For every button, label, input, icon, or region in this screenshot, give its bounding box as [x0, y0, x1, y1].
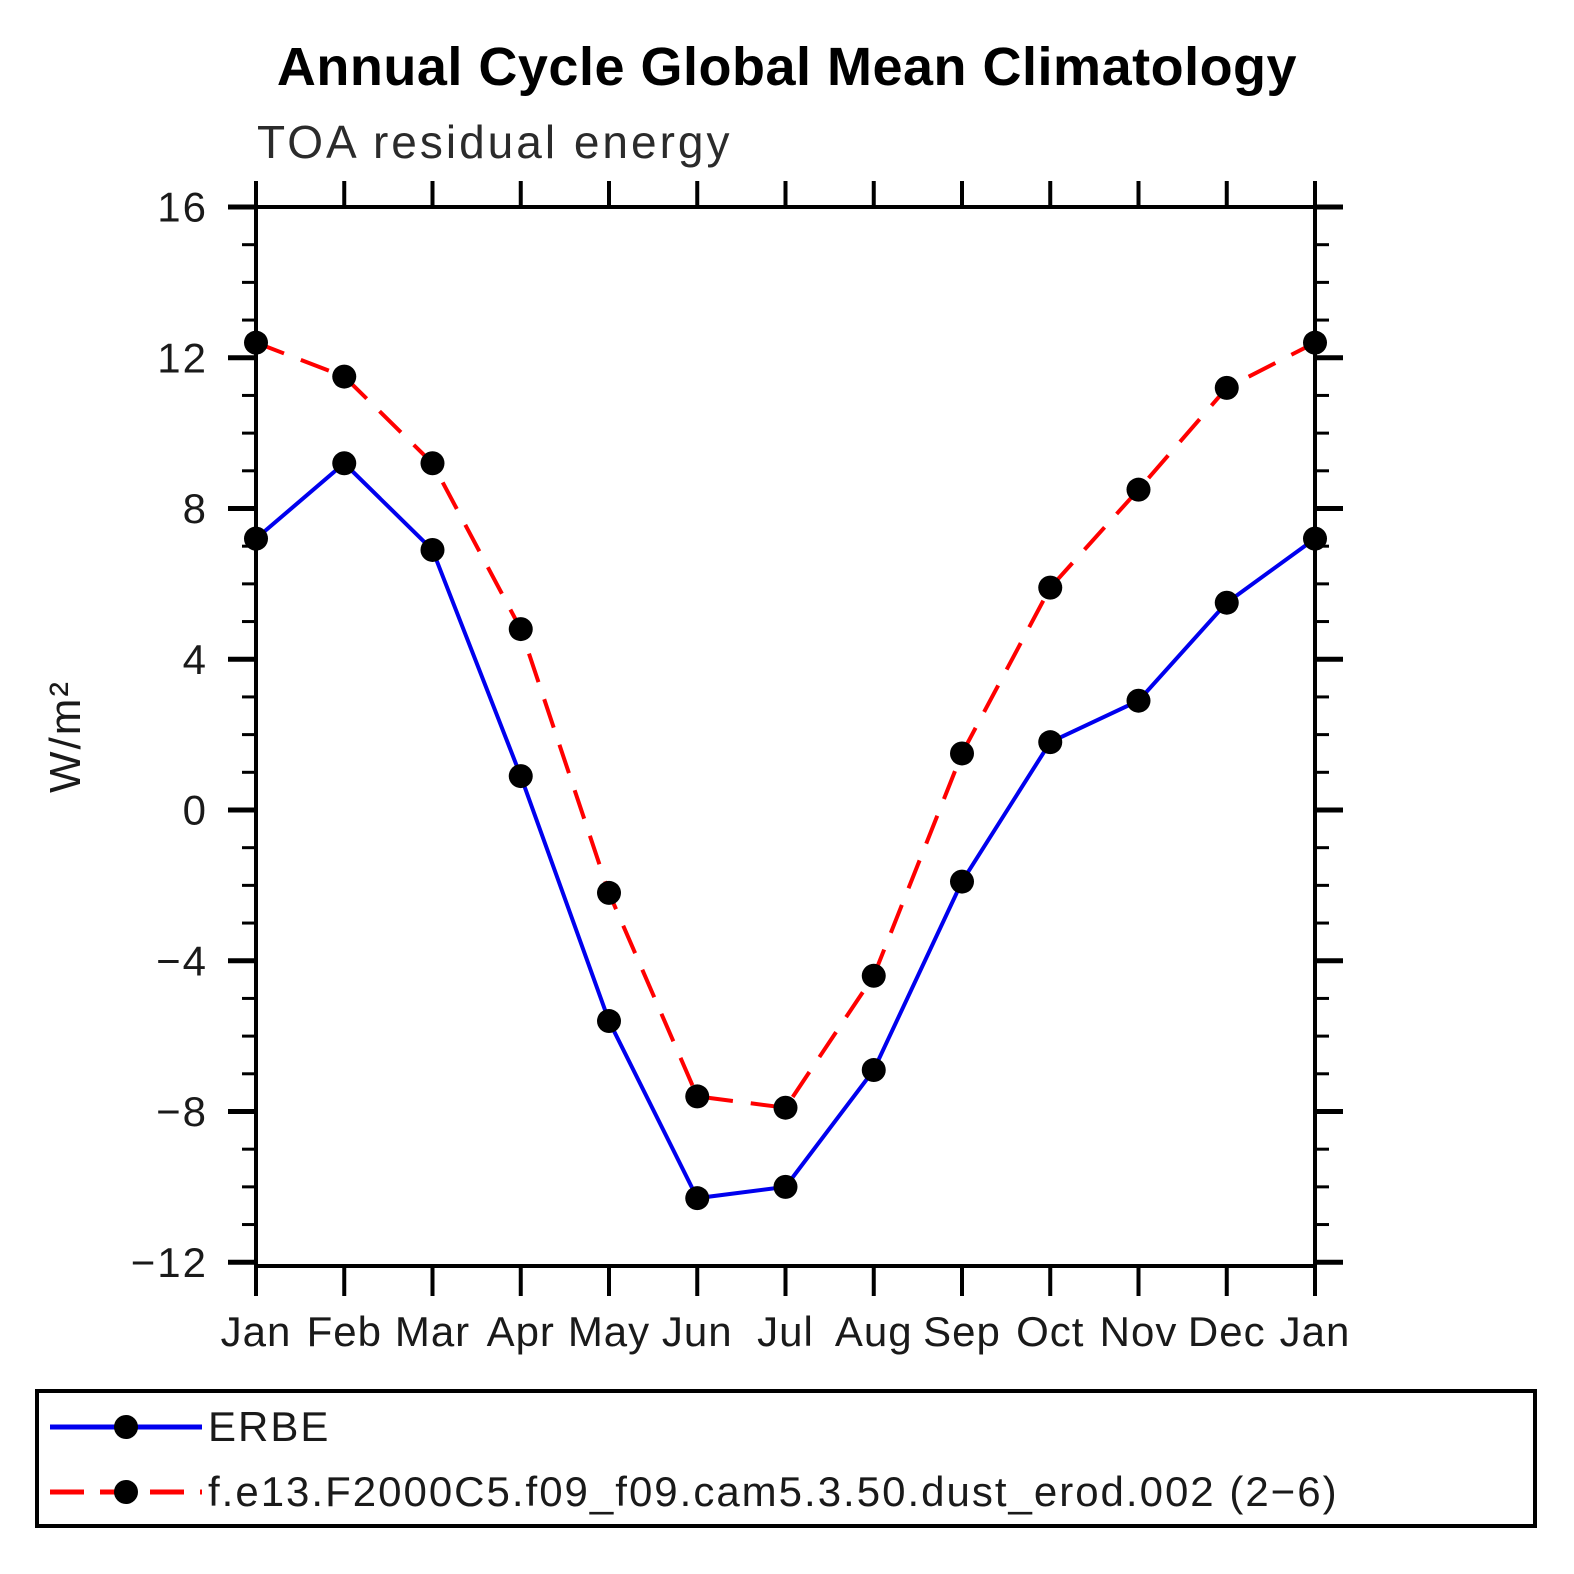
model-data-point	[244, 330, 268, 355]
model-data-point	[773, 1095, 798, 1120]
legend-label-model: f.e13.F2000C5.f09_f09.cam5.3.50.dust_ero…	[208, 1468, 1339, 1515]
erbe-data-point	[1214, 590, 1239, 615]
x-axis-tick-label: Mar	[395, 1308, 470, 1355]
y-axis-tick-label: 16	[157, 184, 208, 231]
x-axis-tick-label: Jul	[757, 1308, 814, 1355]
legend-item-erbe: ERBE	[46, 1403, 331, 1450]
model-data-point	[1303, 330, 1327, 355]
erbe-data-point	[244, 526, 268, 551]
model-data-point	[420, 451, 445, 476]
x-axis-tick-label: Feb	[307, 1308, 382, 1355]
x-axis-tick-label: Jun	[662, 1308, 733, 1355]
y-axis-title: W/m²	[41, 680, 90, 793]
plot-frame	[254, 205, 1317, 1268]
x-axis-tick-label: Nov	[1100, 1308, 1178, 1355]
legend-item-model: f.e13.F2000C5.f09_f09.cam5.3.50.dust_ero…	[46, 1468, 1339, 1515]
model-data-point	[861, 963, 886, 988]
y-axis-tick-label: 4	[183, 636, 208, 683]
y-axis-tick-label: −12	[131, 1239, 208, 1286]
legend-marker-model	[114, 1480, 138, 1504]
y-axis-tick-label: 8	[183, 485, 208, 532]
x-axis-tick-label: Apr	[487, 1308, 555, 1355]
x-axis-tick-label: Oct	[1016, 1308, 1084, 1355]
y-axis-tick-label: 0	[183, 787, 208, 834]
erbe-data-point	[861, 1058, 886, 1083]
erbe-data-point	[332, 451, 357, 476]
erbe-series-line	[254, 460, 1317, 1201]
chart-title: Annual Cycle Global Mean Climatology	[276, 37, 1298, 97]
model-data-point	[508, 617, 533, 642]
y-axis-tick-label: 12	[157, 334, 208, 381]
x-axis-tick-label: Jan	[221, 1308, 292, 1355]
legend-marker-erbe	[114, 1415, 138, 1439]
erbe-data-point	[773, 1174, 798, 1199]
chart-subtitle: TOA residual energy	[257, 116, 733, 168]
erbe-data-point	[950, 869, 974, 894]
model-data-point	[332, 364, 357, 389]
model-data-point	[685, 1084, 710, 1109]
x-axis-tick-label: Jan	[1280, 1308, 1351, 1355]
erbe-data-point	[597, 1009, 621, 1034]
x-axis-tick-label: May	[568, 1308, 650, 1355]
x-axis-tick-label: Aug	[835, 1308, 913, 1355]
legend-label-erbe: ERBE	[208, 1403, 331, 1450]
erbe-data-point	[1303, 526, 1327, 551]
legend-box: ERBE f.e13.F2000C5.f09_f09.cam5.3.50.dus…	[35, 1389, 1537, 1528]
y-axis-tick-label: −8	[156, 1088, 208, 1135]
model-data-point	[1126, 477, 1151, 502]
x-axis-tick-label: Sep	[923, 1308, 1001, 1355]
legend-sample-erbe	[50, 1415, 202, 1439]
erbe-data-point	[685, 1186, 710, 1211]
model-series-line	[255, 340, 1316, 1110]
x-axis-tick-label: Dec	[1188, 1308, 1266, 1355]
erbe-data-point	[1038, 730, 1063, 755]
model-data-point	[1214, 375, 1239, 400]
model-data-point	[1038, 575, 1063, 600]
model-data-point	[597, 880, 621, 905]
model-data-point	[950, 741, 974, 766]
erbe-data-point	[508, 764, 533, 789]
legend-sample-model	[50, 1480, 202, 1504]
erbe-data-point	[420, 537, 445, 562]
y-axis-tick-label: −4	[156, 937, 208, 984]
erbe-data-point	[1126, 688, 1151, 713]
